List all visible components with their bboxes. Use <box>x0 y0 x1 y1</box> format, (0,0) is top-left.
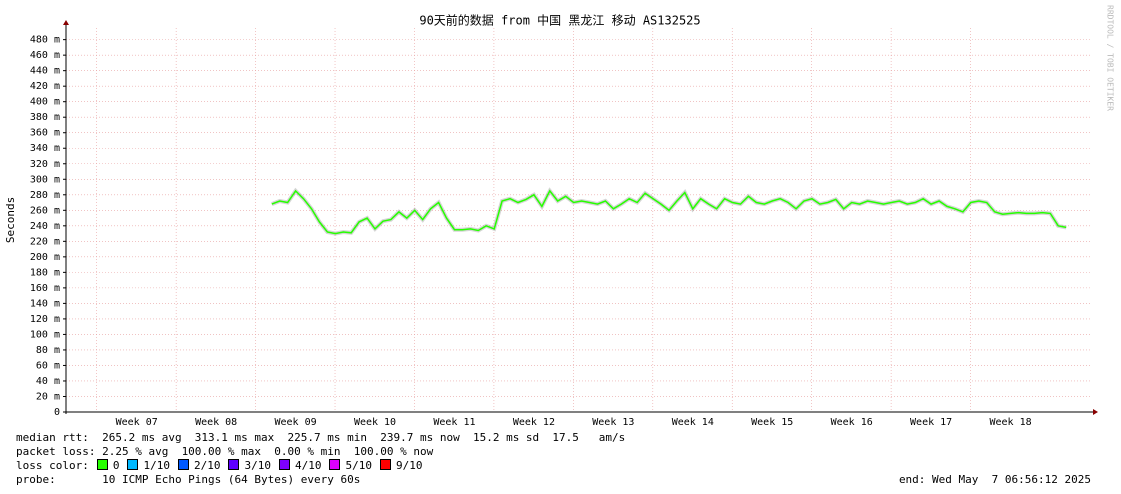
y-tick-label: 200 m <box>30 252 60 263</box>
loss-swatch <box>278 459 290 470</box>
loss-label: 5/10 <box>345 459 372 472</box>
x-tick-label: Week 12 <box>513 417 555 428</box>
y-tick-label: 360 m <box>30 128 60 139</box>
x-tick-label: Week 14 <box>672 417 714 428</box>
y-tick-label: 340 m <box>30 143 60 154</box>
stats-loss: packet loss: 2.25 % avg 100.00 % max 0.0… <box>16 445 434 458</box>
probe-info: probe: 10 ICMP Echo Pings (64 Bytes) eve… <box>16 473 361 486</box>
loss-swatch <box>329 459 341 470</box>
loss-swatch <box>177 459 189 470</box>
loss-swatch <box>379 459 391 470</box>
y-tick-label: 420 m <box>30 81 60 92</box>
y-tick-label: 320 m <box>30 159 60 170</box>
y-tick-label: 80 m <box>36 345 60 356</box>
x-tick-label: Week 16 <box>831 417 873 428</box>
x-tick-label: Week 13 <box>592 417 634 428</box>
x-tick-label: Week 10 <box>354 417 396 428</box>
x-tick-label: Week 11 <box>433 417 475 428</box>
loss-legend-label: loss color: <box>16 459 89 472</box>
stats-rtt: median rtt: 265.2 ms avg 313.1 ms max 22… <box>16 431 626 444</box>
chart-title: 90天前的数据 from 中国 黑龙江 移动 AS132525 <box>419 13 700 28</box>
x-tick-label: Week 09 <box>275 417 317 428</box>
loss-label: 4/10 <box>294 459 322 472</box>
y-tick-label: 180 m <box>30 267 60 278</box>
loss-legend: loss color: 0 1/10 2/10 3/10 4/10 5/10 9/10 <box>16 459 422 473</box>
loss-label: 3/10 <box>244 459 271 472</box>
y-tick-label: 280 m <box>30 190 60 201</box>
chart: 90天前的数据 from 中国 黑龙江 移动 AS132525 Seconds … <box>4 5 1115 428</box>
y-tick-label: 480 m <box>30 35 60 46</box>
x-tick-label: Week 08 <box>195 417 237 428</box>
loss-label: 1/10 <box>143 459 170 472</box>
loss-label: 2/10 <box>193 459 221 472</box>
y-tick-label: 440 m <box>30 66 60 77</box>
y-tick-label: 220 m <box>30 236 60 247</box>
y-tick-label: 0 <box>54 407 60 418</box>
loss-swatch <box>127 459 139 470</box>
y-tick-label: 60 m <box>36 360 60 371</box>
watermark: RRDTOOL / TOBI OETIKER <box>1106 5 1115 111</box>
x-tick-label: Week 18 <box>989 417 1031 428</box>
y-tick-label: 260 m <box>30 205 60 216</box>
y-tick-label: 240 m <box>30 221 60 232</box>
x-tick-label: Week 07 <box>116 417 158 428</box>
y-tick-label: 460 m <box>30 50 60 61</box>
y-tick-label: 380 m <box>30 112 60 123</box>
y-tick-label: 100 m <box>30 329 60 340</box>
y-tick-label: 120 m <box>30 314 60 325</box>
y-tick-label: 160 m <box>30 283 60 294</box>
loss-label: 9/10 <box>395 459 423 472</box>
loss-swatch <box>96 459 108 470</box>
loss-swatch <box>228 459 240 470</box>
y-tick-label: 300 m <box>30 174 60 185</box>
x-tick-label: Week 15 <box>751 417 793 428</box>
x-axis-arrow <box>1093 409 1098 415</box>
x-tick-label: Week 17 <box>910 417 952 428</box>
loss-label: 0 <box>112 459 120 472</box>
y-tick-label: 20 m <box>36 391 60 402</box>
rtt-smoke <box>271 187 1067 236</box>
rtt-line <box>271 189 1067 235</box>
y-tick-label: 140 m <box>30 298 60 309</box>
y-tick-label: 40 m <box>36 376 60 387</box>
y-axis-label: Seconds <box>4 197 17 243</box>
y-axis-arrow <box>63 20 69 25</box>
y-tick-label: 400 m <box>30 97 60 108</box>
end-time: end: Wed May 7 06:56:12 2025 <box>898 473 1091 486</box>
